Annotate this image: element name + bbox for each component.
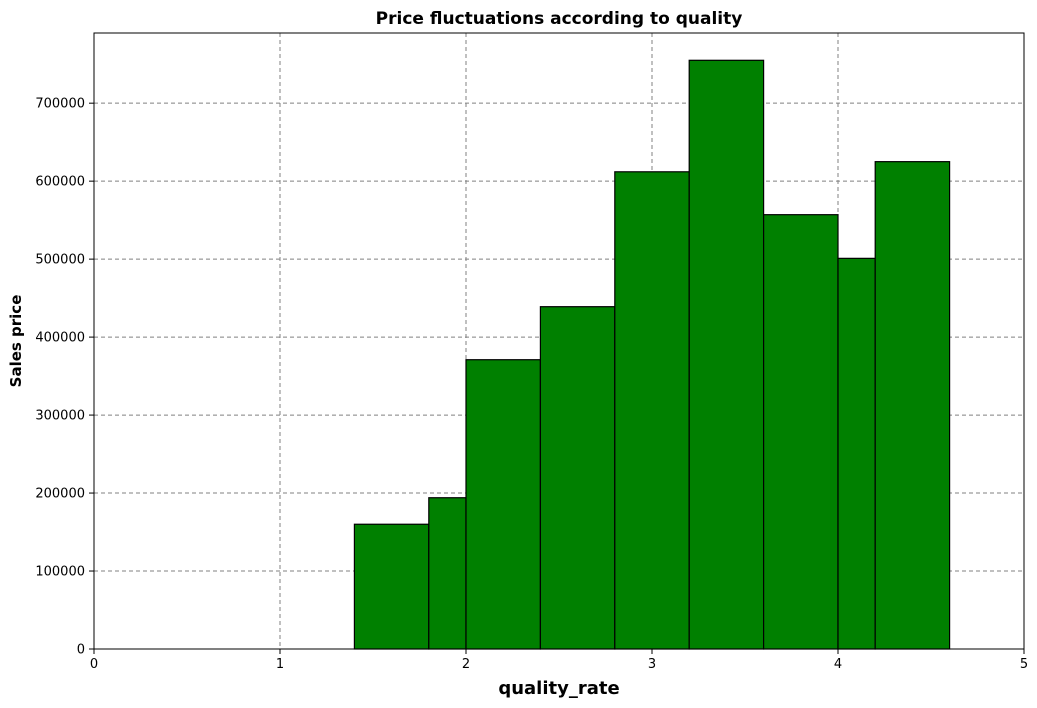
y-tick-label: 600000 (35, 175, 85, 190)
y-tick-label: 300000 (35, 409, 85, 424)
bar (874, 161, 951, 650)
x-axis-label: quality_rate (498, 678, 619, 699)
x-tick-label: 2 (462, 657, 470, 672)
y-tick-label: 100000 (35, 565, 85, 580)
plot-frame (93, 32, 1025, 650)
bar (614, 171, 690, 650)
bars (353, 59, 951, 650)
chart-title: Price fluctuations according to quality (376, 9, 743, 29)
x-tick-label: 4 (834, 657, 842, 672)
y-tick-label: 400000 (35, 331, 85, 346)
x-tick-label: 3 (648, 657, 656, 672)
x-tick-label: 1 (276, 657, 284, 672)
y-tick-label: 700000 (35, 97, 85, 112)
bar (428, 497, 467, 650)
bar (353, 523, 430, 650)
x-tick-label: 0 (90, 657, 98, 672)
bar (539, 306, 616, 650)
y-axis-label: Sales price (7, 295, 25, 388)
x-axis-ticks: 0 1 2 3 4 5 (90, 649, 1028, 672)
bar (688, 59, 765, 650)
y-axis-ticks: 0 100000 200000 300000 400000 500000 600000 700… (35, 97, 94, 658)
bar (465, 359, 542, 650)
y-tick-label: 500000 (35, 253, 85, 268)
y-tick-label: 200000 (35, 487, 85, 502)
y-tick-label: 0 (77, 643, 85, 658)
x-tick-label: 5 (1020, 657, 1028, 672)
bar (762, 214, 839, 650)
bar (837, 257, 876, 650)
